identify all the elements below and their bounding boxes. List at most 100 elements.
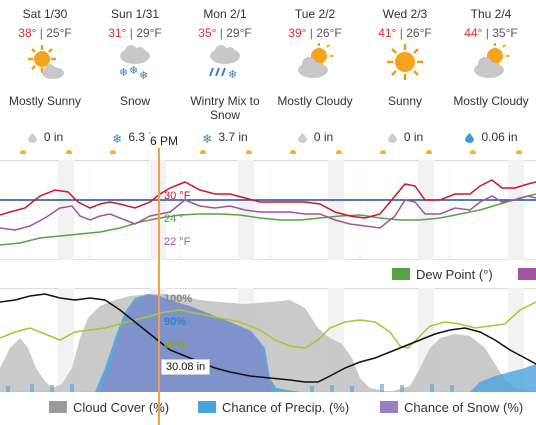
day-column[interactable]: Thu 2/4 44° | 35°F Mostly Cloudy 0.06 in (446, 0, 536, 160)
day-condition: Sunny (387, 94, 423, 108)
day-temps: 38° | 25°F (18, 26, 72, 40)
day-condition: Mostly Sunny (8, 94, 82, 108)
day-column[interactable]: Tue 2/2 39° | 26°F Mostly Cloudy 0 in (270, 0, 360, 160)
sun-marker (426, 150, 432, 154)
temperature-graph[interactable] (0, 160, 536, 260)
high-temp: 35° (198, 26, 217, 40)
day-condition: Mostly Cloudy (453, 94, 529, 108)
sun-marker (380, 150, 386, 154)
day-condition: Snow (119, 94, 151, 108)
sun-marker (470, 150, 476, 154)
sun-marker (20, 150, 26, 154)
sun-marker (516, 150, 522, 154)
day-temps: 44° | 35°F (464, 26, 518, 40)
day-column[interactable]: Wed 2/3 41° | 26°F Sunny 0 in (360, 0, 450, 160)
precip-chance-dots (6, 384, 454, 392)
sun-marker (246, 150, 252, 154)
snow-chance-area (100, 296, 272, 392)
precip-amount: 0 in (43, 130, 64, 144)
temperature-line (0, 179, 536, 219)
sun-icon (387, 44, 423, 80)
low-temp: 26°F (316, 26, 342, 40)
low-temp: 29°F (226, 26, 252, 40)
day-column[interactable]: Sun 1/31 31° | 29°F ❄ ❄ ❄ Snow ❄ 6.3 in (90, 0, 180, 160)
drop-icon (27, 133, 37, 143)
low-temp: 29°F (136, 26, 162, 40)
legend-feels-like[interactable] (518, 267, 536, 282)
legend-snow-chance[interactable]: Chance of Snow (%) (380, 400, 523, 415)
sun-marker (66, 150, 72, 154)
day-name: Mon 2/1 (203, 7, 247, 21)
precip-amount: 0.06 in (481, 130, 518, 144)
legend-swatch (198, 401, 216, 413)
legend-label: Chance of Snow (%) (404, 400, 524, 415)
cursor-cloud-label: 100% (164, 293, 193, 305)
precip-amount: 0 in (313, 130, 334, 144)
high-temp: 39° (288, 26, 307, 40)
legend-dew-point[interactable]: Dew Point (°) (392, 267, 493, 282)
humidity-line (0, 301, 536, 349)
low-temp: 35°F (492, 26, 518, 40)
cursor-humidity-label: 80% (164, 339, 187, 351)
wintry-mix-icon: ❄ (209, 45, 240, 81)
day-temps: 41° | 26°F (378, 26, 432, 40)
svg-text:❄: ❄ (129, 64, 138, 77)
precip-amount: 0 in (403, 130, 424, 144)
day-name: Wed 2/3 (382, 7, 428, 21)
drop-icon (387, 133, 397, 143)
legend-swatch (392, 268, 410, 280)
pressure-line (0, 293, 536, 383)
high-temp: 38° (18, 26, 37, 40)
legend-label: Cloud Cover (%) (73, 400, 170, 415)
day-column[interactable]: Sat 1/30 38° | 25°F Mostly Sunny 0 in (0, 0, 90, 160)
sky-precip-graph[interactable] (0, 288, 536, 392)
precip-amount: 3.7 in (218, 130, 248, 144)
legend-label: Chance of Precip. (%) (222, 400, 350, 415)
low-temp: 26°F (406, 26, 432, 40)
precip-chance-area-right (470, 364, 536, 392)
high-temp: 44° (464, 26, 483, 40)
drop-blue-icon (465, 133, 475, 143)
cloud-sun-icon (474, 43, 509, 78)
cloud-sun-icon (298, 43, 333, 78)
sun-marker (290, 150, 296, 154)
legend-bottom: Cloud Cover (%) Chance of Precip. (%) Ch… (0, 394, 536, 422)
day-name: Sat 1/30 (22, 7, 68, 21)
day-precip: 0 in (270, 130, 360, 144)
sun-cloud-icon (28, 45, 64, 79)
high-temp: 31° (108, 26, 127, 40)
svg-text:❄: ❄ (139, 69, 148, 82)
day-gridlines (89, 160, 451, 260)
snow-cloud-icon: ❄ ❄ ❄ (119, 45, 150, 82)
day-name: Tue 2/2 (294, 7, 336, 21)
dew-point-line (0, 193, 536, 246)
day-temps: 31° | 29°F (108, 26, 162, 40)
snowflake-icon: ❄ (202, 132, 213, 146)
low-temp: 25°F (46, 26, 72, 40)
drop-icon (297, 133, 307, 143)
legend-swatch (49, 401, 67, 413)
legend-swatch (380, 401, 398, 413)
cursor-pressure-label: 30.08 in (161, 359, 211, 375)
time-cursor-line[interactable] (158, 135, 160, 425)
legend-cloud-cover[interactable]: Cloud Cover (%) (49, 400, 169, 415)
night-shading (58, 160, 524, 260)
day-temps: 39° | 26°F (288, 26, 342, 40)
legend-top: Dew Point (°) (0, 262, 536, 286)
legend-precip-chance[interactable]: Chance of Precip. (%) (198, 400, 349, 415)
day-name: Thu 2/4 (470, 7, 512, 21)
legend-label: Dew Point (°) (416, 267, 493, 282)
day-column[interactable]: Mon 2/1 35° | 29°F ❄ Wintry Mix to Snow … (180, 0, 270, 160)
snowflake-icon: ❄ (112, 132, 123, 146)
daily-forecast-strip: Sat 1/30 38° | 25°F Mostly Sunny 0 in Su… (0, 0, 536, 160)
high-temp: 41° (378, 26, 397, 40)
day-condition: Mostly Cloudy (277, 94, 353, 108)
day-name: Sun 1/31 (110, 7, 160, 21)
svg-text:❄: ❄ (228, 68, 237, 81)
sun-marker (200, 150, 206, 154)
cursor-dew-label: 22 °F (164, 236, 191, 248)
svg-text:❄: ❄ (119, 66, 128, 79)
sun-marker (336, 150, 342, 154)
cursor-feels-label: 24 ° (164, 213, 184, 225)
day-precip: ❄ 3.7 in (180, 130, 270, 146)
